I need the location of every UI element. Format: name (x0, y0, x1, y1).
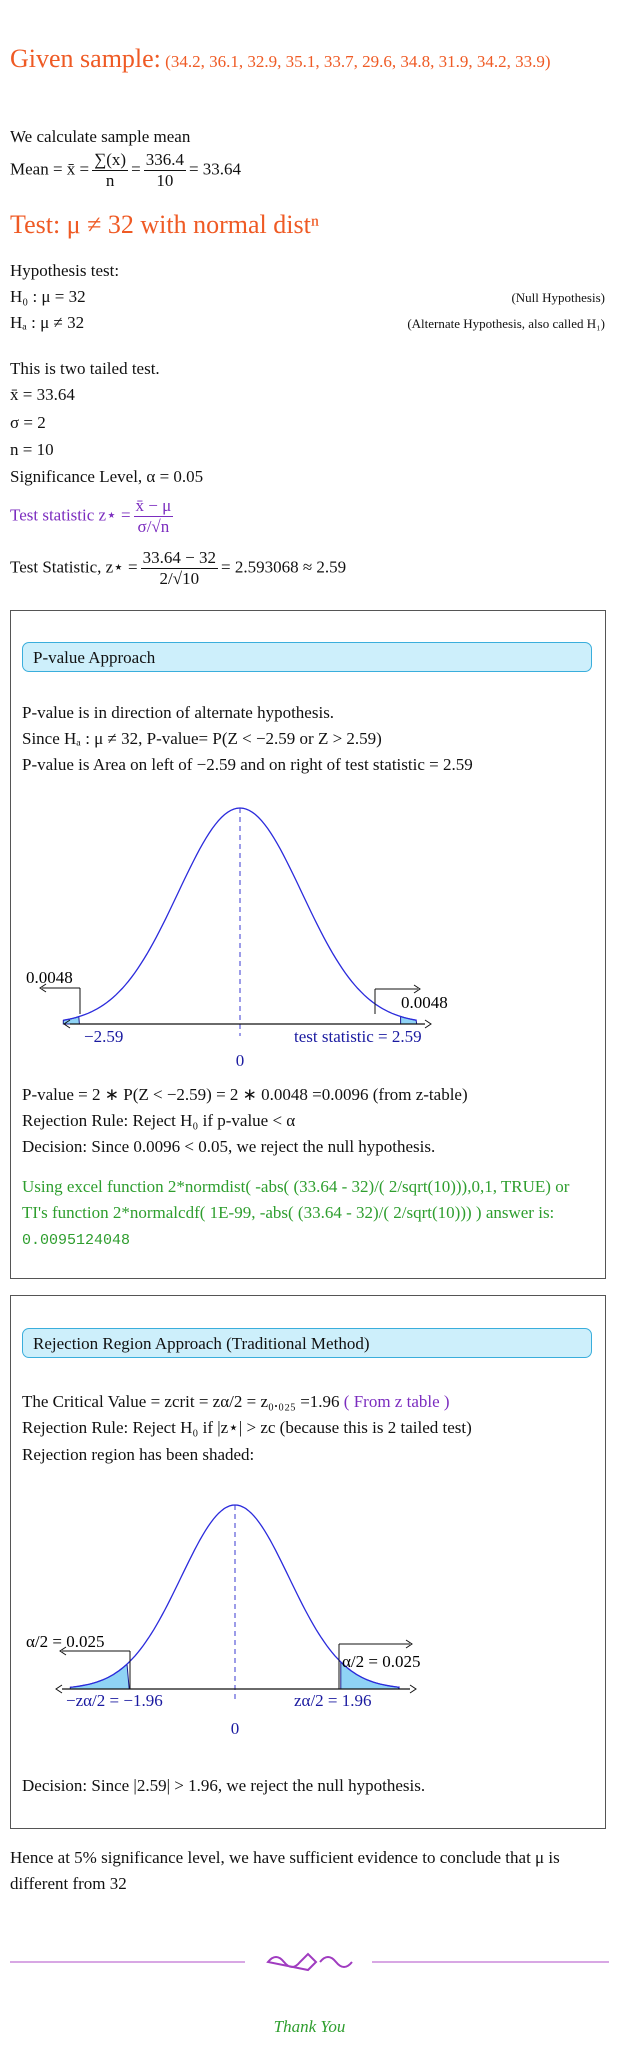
statistic-value: Test Statistic, z⋆ = 33.64 − 32 2/√10 = 2.5… (10, 548, 346, 589)
sample-label: Given sample: (10, 44, 161, 73)
alpha: Significance Level, α = 0.05 (10, 467, 204, 486)
ha-note: (Alternate Hypothesis, also called H₁) (407, 316, 605, 331)
right-label: test statistic = 2.59 (294, 1027, 422, 1046)
text: Mean = x̄ = (10, 159, 90, 179)
numerator: x̄ − μ (133, 496, 174, 517)
critical-value: The Critical Value = zcrit = zα/2 = z₀.₀… (22, 1392, 340, 1411)
excel-note: Using excel function 2*normdist( -abs( (… (22, 1174, 592, 1254)
left-label: −zα/2 = −1.96 (66, 1691, 163, 1710)
ornament (266, 1952, 353, 1972)
h0: H₀ : μ = 32 (10, 287, 86, 306)
pvalue-heading: P-value Approach (22, 642, 592, 672)
arrow-head (59, 1646, 67, 1656)
excel-text: Using excel function 2*normdist( -abs( (… (22, 1177, 570, 1222)
mean-formula: Mean = x̄ = ∑(x) n = 336.4 10 = 33.64 (10, 150, 241, 191)
numerator: 33.64 − 32 (140, 548, 218, 569)
denominator: n (105, 171, 115, 190)
xbar: x̄ = 33.64 (10, 385, 75, 404)
n: n = 10 (10, 440, 54, 459)
arrow-head (405, 1639, 413, 1649)
denominator: 2/√10 (159, 569, 200, 588)
text: Test Statistic, z⋆ = (10, 557, 138, 577)
right-area: α/2 = 0.025 (342, 1652, 420, 1671)
critical-line: The Critical Value = zcrit = zα/2 = z₀.₀… (22, 1391, 450, 1413)
axis-arrows (63, 1019, 432, 1029)
rejection-heading: Rejection Region Approach (Traditional M… (22, 1328, 592, 1358)
fraction: 336.4 10 (143, 150, 186, 191)
rejection-box (10, 1295, 606, 1829)
fraction: x̄ − μ σ/√n (133, 496, 174, 537)
fraction: ∑(x) n (92, 150, 129, 191)
left-label: −2.59 (84, 1027, 123, 1046)
pvalue-result: Decision: Since 0.0096 < 0.05, we reject… (22, 1137, 436, 1156)
text: = (131, 159, 141, 179)
excel-answer: 0.0095124048 (22, 1232, 131, 1249)
rejection-rule: Rejection Rule: Reject H₀ if |z⋆| > zc (… (22, 1418, 472, 1437)
left-area: α/2 = 0.025 (26, 1632, 104, 1651)
tails: This is two tailed test. (10, 359, 160, 378)
tail-shade (69, 1663, 130, 1690)
critical-note: ( From z table ) (343, 1392, 450, 1411)
conclusion: Hence at 5% significance level, we have … (10, 1848, 560, 1893)
arrow-head (413, 984, 421, 994)
arrow-head (39, 983, 47, 993)
ha: Hₐ : μ ≠ 32 (10, 313, 85, 332)
fraction: 33.64 − 32 2/√10 (140, 548, 218, 589)
text: = 2.593068 ≈ 2.59 (220, 557, 347, 577)
axis-arrows (55, 1684, 417, 1694)
closing: Thank You (273, 2017, 346, 2036)
pvalue-line: P-value is in direction of alternate hyp… (22, 703, 335, 722)
denominator: 10 (156, 171, 174, 190)
text: Test statistic z⋆ = (10, 505, 131, 525)
text: = 33.64 (188, 159, 242, 179)
hypothesis-title: Hypothesis test: (10, 261, 120, 280)
h0-note: (Null Hypothesis) (511, 290, 605, 305)
center-label: 0 (236, 1051, 245, 1070)
denominator: σ/√n (137, 517, 170, 536)
right-area: 0.0048 (401, 993, 448, 1012)
pvalue-line: Since Hₐ : μ ≠ 32, P-value= P(Z < −2.59 … (22, 729, 382, 748)
statistic-formula: Test statistic z⋆ = x̄ − μ σ/√n (10, 496, 176, 537)
pvalue-line: P-value is Area on left of −2.59 and on … (22, 755, 473, 774)
numerator: ∑(x) (92, 150, 129, 171)
right-label: zα/2 = 1.96 (294, 1691, 372, 1710)
shaded-note: Rejection region has been shaded: (22, 1445, 255, 1464)
divider (10, 1952, 609, 1972)
left-area: 0.0048 (26, 968, 73, 987)
center-label: 0 (231, 1719, 240, 1738)
sample-data: (34.2, 36.1, 32.9, 35.1, 33.7, 29.6, 34.… (165, 52, 551, 71)
sigma: σ = 2 (10, 413, 46, 432)
pvalue-result: Rejection Rule: Reject H₀ if p-value < α (22, 1111, 296, 1130)
rejection-decision: Decision: Since |2.59| > 1.96, we reject… (22, 1776, 426, 1795)
pvalue-box (10, 610, 606, 1279)
numerator: 336.4 (143, 150, 186, 171)
test-heading: Test: μ ≠ 32 with normal distⁿ (10, 210, 320, 239)
pvalue-result: P-value = 2 ∗ P(Z < −2.59) = 2 ∗ 0.0048 … (22, 1085, 468, 1104)
sample-line: Given sample: (34.2, 36.1, 32.9, 35.1, 3… (10, 46, 551, 73)
mean-intro: We calculate sample mean (10, 127, 191, 146)
rejection-figure: α/2 = 0.025 α/2 = 0.025 −zα/2 = −1.96 zα… (26, 1504, 420, 1738)
pvalue-figure: 0.0048 0.0048 −2.59 test statistic = 2.5… (26, 807, 448, 1070)
